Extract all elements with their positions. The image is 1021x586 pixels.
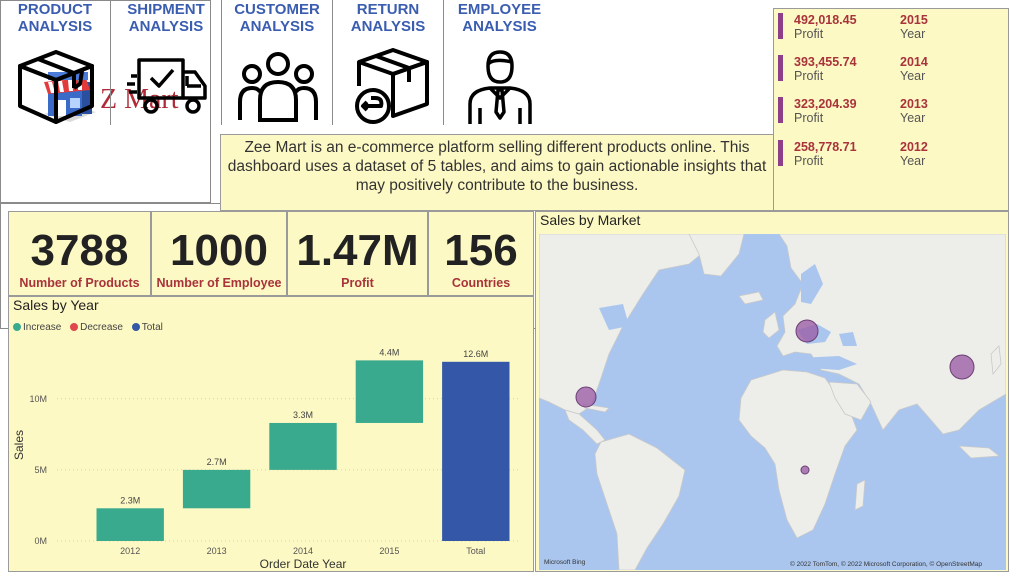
return-box-icon xyxy=(355,48,429,124)
truck-icon xyxy=(127,58,207,114)
sales-by-year-panel: Sales by Year Increase Decrease Total 0M… xyxy=(8,296,534,572)
chart-title: Sales by Year xyxy=(13,297,99,313)
x-tick-label: 2012 xyxy=(120,546,140,556)
legend-dot xyxy=(70,323,79,331)
chart-bar[interactable] xyxy=(355,360,424,423)
legend-item-increase[interactable]: Increase xyxy=(13,322,61,333)
bing-logo: Microsoft Bing xyxy=(544,559,586,566)
nav-label: RETURN ANALYSIS xyxy=(350,1,426,35)
chart-bar[interactable] xyxy=(269,422,337,470)
kpi-card-products: 3788 Number of Products xyxy=(8,211,151,296)
kpi-card-employees: 1000 Number of Employee xyxy=(151,211,287,296)
row-marker xyxy=(778,97,783,123)
kpi-value: 3788 xyxy=(30,226,129,275)
row-marker xyxy=(778,55,783,81)
nav-return-analysis[interactable]: RETURN ANALYSIS xyxy=(333,0,444,125)
nav-product-analysis[interactable]: PRODUCT ANALYSIS xyxy=(0,0,111,125)
kpi-value: 1.47M xyxy=(296,226,419,275)
year-caption: Year xyxy=(900,111,926,125)
chart-legend: Increase Decrease Total xyxy=(13,322,169,333)
year-value: 2013 xyxy=(900,97,928,111)
map-attribution[interactable]: © 2022 TomTom, © 2022 Microsoft Corporat… xyxy=(789,561,982,568)
y-tick-label: 10M xyxy=(29,394,47,404)
profit-value: 393,455.74 xyxy=(794,55,857,69)
chart-bar[interactable] xyxy=(96,508,164,541)
kpi-label: Countries xyxy=(451,276,511,290)
profit-value: 323,204.39 xyxy=(794,97,857,111)
description-text: Zee Mart is an e-commerce platform selli… xyxy=(227,139,767,194)
yearly-profit-row[interactable]: 393,455.74 Profit 2014 Year xyxy=(778,53,1003,93)
year-value: 2014 xyxy=(900,55,928,69)
kpi-value: 1000 xyxy=(170,226,268,275)
legend-item-decrease[interactable]: Decrease xyxy=(70,322,123,333)
nav-label: CUSTOMER ANALYSIS xyxy=(234,1,320,35)
map-title: Sales by Market xyxy=(540,212,641,228)
market-bubble-china[interactable] xyxy=(949,354,975,380)
profit-caption: Profit xyxy=(794,69,824,83)
sales-by-market-panel: Sales by Market xyxy=(535,211,1009,572)
profit-value: 258,778.71 xyxy=(794,140,857,154)
yearly-profit-row[interactable]: 492,018.45 Profit 2015 Year xyxy=(778,11,1003,51)
year-caption: Year xyxy=(900,27,926,41)
x-tick-label: 2015 xyxy=(379,546,399,556)
world-map xyxy=(539,234,1006,570)
nav-employee-analysis[interactable]: EMPLOYEE ANALYSIS xyxy=(444,0,555,125)
data-label: 4.4M xyxy=(379,347,399,357)
nav-label: PRODUCT ANALYSIS xyxy=(17,1,93,35)
kpi-label: Number of Employee xyxy=(156,276,282,290)
x-tick-label: Total xyxy=(466,546,485,556)
description-panel: Zee Mart is an e-commerce platform selli… xyxy=(220,134,774,211)
profit-caption: Profit xyxy=(794,27,824,41)
year-value: 2015 xyxy=(900,13,928,27)
year-caption: Year xyxy=(900,69,926,83)
waterfall-chart: 0M 5M 10M 2.3M 2012 2.7M 2013 3.3M 2014 4.4M 2015 1… xyxy=(12,347,519,571)
y-tick-label: 0M xyxy=(34,536,47,546)
legend-label: Decrease xyxy=(80,322,123,333)
data-label: 2.3M xyxy=(120,495,140,505)
profit-caption: Profit xyxy=(794,111,824,125)
year-caption: Year xyxy=(900,154,926,168)
row-marker xyxy=(778,140,783,166)
kpi-card-profit: 1.47M Profit xyxy=(287,211,428,296)
x-tick-label: 2013 xyxy=(207,546,227,556)
employee-icon xyxy=(468,50,532,124)
nav-label: SHIPMENT ANALYSIS xyxy=(127,1,205,35)
kpi-value: 156 xyxy=(444,226,518,275)
kpi-card-countries: 156 Countries xyxy=(428,211,534,296)
profit-value: 492,018.45 xyxy=(794,13,857,27)
y-axis-title: Sales xyxy=(12,430,26,460)
kpi-label: Profit xyxy=(341,276,374,290)
market-bubble-us[interactable] xyxy=(575,386,597,408)
kpi-label: Number of Products xyxy=(19,276,140,290)
yearly-profit-panel: 492,018.45 Profit 2015 Year 393,455.74 P… xyxy=(773,8,1009,211)
data-label: 3.3M xyxy=(293,410,313,420)
box-icon xyxy=(18,50,94,124)
data-label: 12.6M xyxy=(463,349,488,359)
market-bubble-africa[interactable] xyxy=(800,465,810,475)
year-value: 2012 xyxy=(900,140,928,154)
legend-item-total[interactable]: Total xyxy=(131,322,163,333)
row-marker xyxy=(778,13,783,39)
legend-dot xyxy=(13,323,21,331)
nav-shipment-analysis[interactable]: SHIPMENT ANALYSIS xyxy=(111,0,222,125)
chart-bar[interactable] xyxy=(182,469,251,509)
x-tick-label: 2014 xyxy=(293,546,313,556)
market-bubble-europe[interactable] xyxy=(795,319,819,343)
y-tick-label: 5M xyxy=(34,465,47,475)
profit-caption: Profit xyxy=(794,154,824,168)
data-label: 2.7M xyxy=(207,457,227,467)
legend-label: Total xyxy=(141,322,163,333)
legend-label: Increase xyxy=(23,322,62,333)
chart-bar[interactable] xyxy=(442,361,510,541)
people-icon xyxy=(238,52,318,122)
x-axis-title: Order Date Year xyxy=(260,557,347,571)
yearly-profit-row[interactable]: 258,778.71 Profit 2012 Year xyxy=(778,138,1003,178)
nav-customer-analysis[interactable]: CUSTOMER ANALYSIS xyxy=(222,0,333,125)
yearly-profit-row[interactable]: 323,204.39 Profit 2013 Year xyxy=(778,95,1003,135)
sales-map[interactable]: Microsoft Bing © 2022 TomTom, © 2022 Mic… xyxy=(539,234,1006,570)
nav-label: EMPLOYEE ANALYSIS xyxy=(457,1,542,35)
legend-dot xyxy=(131,323,140,331)
